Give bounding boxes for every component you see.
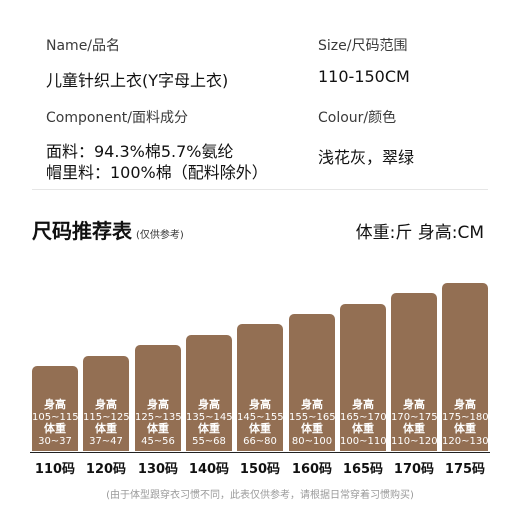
colour-label: Colour/颜色 (318, 110, 397, 126)
weight-range: 120~130 (442, 436, 489, 447)
height-block: 身高 165~170 (340, 398, 387, 424)
height-range: 175~180 (442, 412, 489, 423)
chart-baseline (30, 452, 490, 453)
component-value-fabric: 面料：94.3%棉5.7%氨纶 (46, 142, 234, 161)
height-range: 145~155 (237, 412, 284, 423)
size-label: 110码 (34, 462, 76, 477)
weight-range: 66~80 (243, 436, 277, 447)
height-block: 身高 115~125 (83, 398, 130, 424)
weight-label: 体重 (454, 422, 476, 435)
size-bar: 身高 145~155 体重 66~80 (237, 324, 284, 451)
height-block: 身高 105~115 (32, 398, 79, 424)
height-label: 身高 (147, 398, 169, 411)
size-bar: 身高 135~145 体重 55~68 (186, 335, 233, 451)
size-label: 160码 (291, 462, 333, 477)
chart-units: 体重:斤 身高:CM (355, 223, 484, 243)
weight-range: 55~68 (192, 436, 226, 447)
weight-block: 体重 80~100 (289, 422, 335, 448)
height-range: 135~145 (186, 412, 233, 423)
weight-block: 体重 66~80 (237, 422, 283, 448)
weight-label: 体重 (249, 422, 271, 435)
size-range-value: 110-150CM (318, 67, 410, 86)
weight-block: 体重 30~37 (32, 422, 78, 448)
size-label: 150码 (239, 462, 281, 477)
weight-label: 体重 (147, 422, 169, 435)
weight-block: 体重 55~68 (186, 422, 232, 448)
height-label: 身高 (454, 398, 476, 411)
component-label: Component/面料成分 (46, 110, 188, 126)
weight-label: 体重 (44, 422, 66, 435)
height-label: 身高 (301, 398, 323, 411)
height-block: 身高 145~155 (237, 398, 284, 424)
height-block: 身高 170~175 (391, 398, 438, 424)
size-label: 175码 (444, 462, 486, 477)
name-value: 儿童针织上衣(Y字母上衣) (46, 71, 229, 90)
height-block: 身高 135~145 (186, 398, 233, 424)
footnote: (由于体型跟穿衣习惯不同，此表仅供参考，请根据日常穿着习惯购买) (106, 490, 414, 501)
height-block: 身高 155~165 (289, 398, 336, 424)
height-label: 身高 (352, 398, 374, 411)
weight-range: 30~37 (38, 436, 72, 447)
chart-title-text: 尺码推荐表 (32, 219, 132, 243)
chart-title: 尺码推荐表 (仅供参考) (32, 215, 184, 244)
name-label: Name/品名 (46, 38, 121, 54)
weight-label: 体重 (198, 422, 220, 435)
size-bar: 身高 115~125 体重 37~47 (83, 356, 130, 451)
height-block: 身高 175~180 (442, 398, 489, 424)
weight-block: 体重 45~56 (135, 422, 181, 448)
height-label: 身高 (198, 398, 220, 411)
height-range: 115~125 (83, 412, 130, 423)
size-bar: 身高 170~175 体重 110~120 (391, 293, 438, 451)
weight-block: 体重 120~130 (442, 422, 489, 448)
height-block: 身高 125~135 (135, 398, 182, 424)
height-range: 105~115 (32, 412, 79, 423)
height-label: 身高 (95, 398, 117, 411)
height-label: 身高 (403, 398, 425, 411)
size-label: 130码 (137, 462, 179, 477)
size-bar: 身高 125~135 体重 45~56 (135, 345, 182, 451)
height-range: 165~170 (340, 412, 387, 423)
size-label: 120码 (85, 462, 127, 477)
weight-block: 体重 100~110 (340, 422, 387, 448)
size-label: 165码 (342, 462, 384, 477)
height-label: 身高 (249, 398, 271, 411)
height-label: 身高 (44, 398, 66, 411)
weight-range: 37~47 (89, 436, 123, 447)
weight-label: 体重 (301, 422, 323, 435)
size-bar: 身高 105~115 体重 30~37 (32, 366, 79, 451)
weight-range: 80~100 (291, 436, 333, 447)
weight-range: 110~120 (391, 436, 438, 447)
section-divider (32, 189, 488, 190)
size-bar: 身高 175~180 体重 120~130 (442, 283, 489, 451)
size-range-label: Size/尺码范围 (318, 38, 408, 54)
height-range: 155~165 (289, 412, 336, 423)
weight-label: 体重 (95, 422, 117, 435)
size-label: 170码 (393, 462, 435, 477)
weight-range: 100~110 (340, 436, 387, 447)
size-label: 140码 (188, 462, 230, 477)
weight-label: 体重 (352, 422, 374, 435)
height-range: 125~135 (135, 412, 182, 423)
weight-label: 体重 (403, 422, 425, 435)
height-range: 170~175 (391, 412, 438, 423)
weight-block: 体重 110~120 (391, 422, 438, 448)
size-bar: 身高 155~165 体重 80~100 (289, 314, 336, 451)
weight-range: 45~56 (141, 436, 175, 447)
chart-subtitle: (仅供参考) (136, 230, 184, 241)
colour-value: 浅花灰，翠绿 (318, 148, 415, 167)
weight-block: 体重 37~47 (83, 422, 129, 448)
size-bar: 身高 165~170 体重 100~110 (340, 304, 387, 451)
component-value-lining: 帽里料：100%棉（配料除外） (46, 163, 268, 182)
